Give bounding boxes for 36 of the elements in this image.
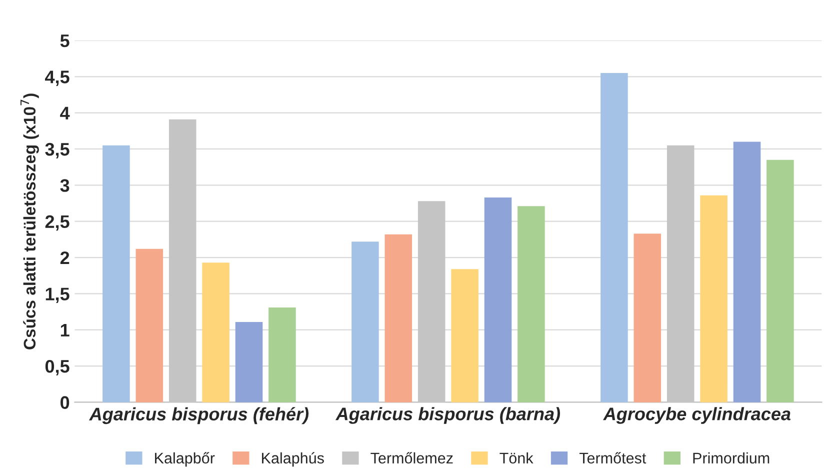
y-tick-label: 0,5	[45, 360, 70, 376]
y-tick-label: 1	[60, 324, 70, 336]
y-tick-label: 1,5	[46, 288, 70, 304]
bar	[202, 262, 230, 402]
legend-label: Tönk	[500, 452, 534, 464]
y-tick-label: 0	[60, 396, 70, 409]
legend-label: Kalaphús	[262, 452, 324, 467]
bar	[102, 145, 130, 402]
bar	[600, 73, 628, 402]
y-tick-label: 3	[60, 179, 70, 192]
x-tick-label: Agaricus bisporus (barna)	[335, 407, 560, 424]
x-tick-label: Agaricus bisporus (fehér)	[88, 407, 309, 424]
bar	[484, 197, 512, 402]
bar	[634, 234, 662, 402]
y-tick-label: 4	[60, 106, 70, 120]
bar	[766, 160, 794, 402]
x-tick-label: Agrocybe cylindracea	[603, 407, 791, 424]
bar	[136, 248, 164, 402]
bar	[451, 269, 478, 402]
bar	[700, 195, 728, 402]
bar	[384, 234, 412, 402]
legend-label: Primordium	[693, 452, 770, 464]
y-tick-label: 2,5	[45, 215, 70, 231]
legend-label: Termőtest	[579, 452, 646, 464]
y-tick-label: 5	[60, 34, 70, 48]
y-tick-label: 3,5	[45, 142, 70, 158]
legend-label: Kalapbőr	[155, 452, 215, 467]
bar	[235, 322, 263, 402]
bar	[352, 242, 379, 402]
bar	[518, 206, 545, 402]
bar	[733, 142, 761, 402]
bar	[268, 307, 296, 402]
y-tick-label: 2	[60, 251, 70, 264]
y-tick-label: 4,5	[45, 70, 70, 86]
y-axis-title: Csúcs alatti területösszeg (x10$^{7}$)	[20, 94, 39, 350]
legend-label: Termőlemez	[370, 452, 453, 464]
